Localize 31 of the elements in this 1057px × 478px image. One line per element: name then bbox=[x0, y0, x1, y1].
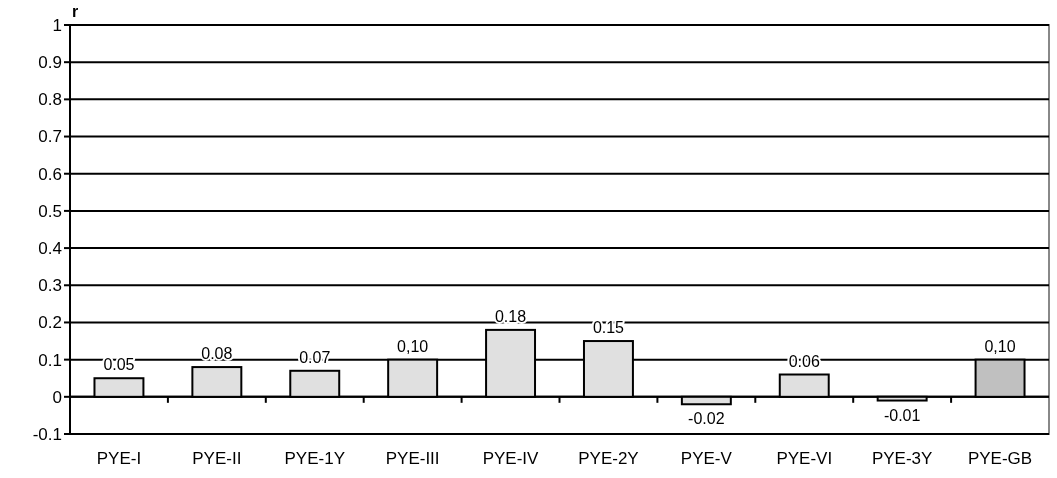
y-tick-label: 0.4 bbox=[38, 239, 62, 259]
y-tick-label: 0.9 bbox=[38, 53, 62, 73]
data-label: 0.05 bbox=[103, 356, 135, 374]
data-label: 0,10 bbox=[984, 337, 1016, 355]
x-tick-label: PYE-II bbox=[192, 449, 242, 468]
x-tick-label: PYE-2Y bbox=[578, 449, 639, 468]
y-tick-label: 0.2 bbox=[38, 313, 62, 333]
x-tick-label: PYE-3Y bbox=[871, 449, 933, 468]
y-tick-label: -0.1 bbox=[32, 424, 62, 444]
x-tick-label: PYE-III bbox=[385, 449, 440, 468]
data-label: 0.18 bbox=[494, 307, 527, 325]
x-tick-label: PYE-IV bbox=[482, 449, 540, 468]
x-tick-label: PYE-V bbox=[680, 449, 733, 468]
x-tick-label: PYE-1Y bbox=[284, 449, 345, 468]
data-label: 0.08 bbox=[201, 345, 233, 363]
x-tick-label: PYE-GB bbox=[967, 449, 1033, 468]
y-tick-label: 0.8 bbox=[38, 90, 62, 110]
y-tick-label: 1 bbox=[52, 15, 62, 35]
data-label: -0.01 bbox=[883, 406, 921, 424]
y-axis-title: r bbox=[72, 3, 79, 20]
y-tick-label: 0 bbox=[52, 387, 62, 407]
y-tick-label: 0.7 bbox=[38, 127, 62, 147]
data-label: -0.02 bbox=[688, 410, 725, 428]
y-tick-label: 0.6 bbox=[38, 164, 62, 184]
y-tick-label: 0.5 bbox=[38, 201, 62, 221]
x-tick-label: PYE-VI bbox=[776, 449, 833, 468]
y-tick-label: 0.1 bbox=[38, 350, 62, 370]
data-label: 0,10 bbox=[397, 337, 429, 355]
data-label: 0.15 bbox=[592, 319, 625, 337]
y-tick-label: 0.3 bbox=[38, 276, 62, 296]
x-tick-label: PYE-I bbox=[96, 449, 142, 468]
